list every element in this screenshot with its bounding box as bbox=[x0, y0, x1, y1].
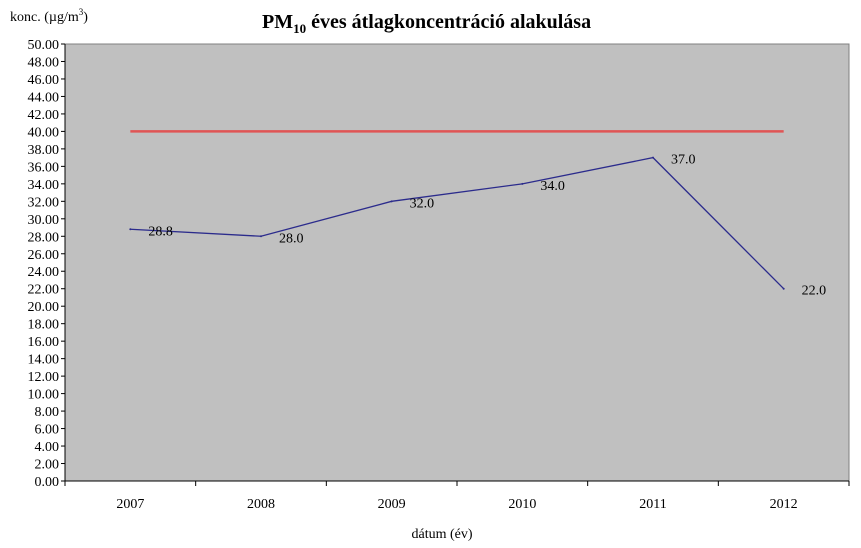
x-tick-label: 2012 bbox=[770, 497, 798, 512]
x-tick-label: 2008 bbox=[247, 497, 275, 512]
data-label: 37.0 bbox=[671, 153, 696, 168]
y-tick-label: 40.00 bbox=[28, 125, 60, 140]
x-axis-label: dátum (év) bbox=[411, 527, 472, 542]
y-tick-label: 4.00 bbox=[35, 440, 60, 455]
y-tick-label: 24.00 bbox=[28, 265, 60, 280]
data-point bbox=[129, 228, 132, 231]
y-tick-label: 26.00 bbox=[28, 248, 60, 263]
x-axis: 2007 2008 2009 2010 2011 2012 bbox=[64, 480, 850, 512]
y-tick-label: 14.00 bbox=[28, 353, 60, 368]
data-point bbox=[782, 287, 785, 290]
y-tick-label: 28.00 bbox=[28, 230, 60, 245]
data-label: 34.0 bbox=[540, 179, 565, 194]
y-tick-label: 50.00 bbox=[28, 38, 60, 53]
x-tick-label: 2009 bbox=[378, 497, 406, 512]
y-tick-label: 22.00 bbox=[28, 283, 60, 298]
data-label: 32.0 bbox=[410, 196, 435, 211]
y-tick-label: 42.00 bbox=[28, 108, 60, 123]
y-tick-label: 36.00 bbox=[28, 160, 60, 175]
data-point bbox=[260, 235, 262, 238]
y-tick-label: 48.00 bbox=[28, 55, 60, 70]
y-tick-label: 44.00 bbox=[28, 90, 60, 105]
y-axis: 0.00 2.00 4.00 6.00 8.00 10.00 12.00 14.00 16.00… bbox=[28, 38, 66, 490]
y-tick-label: 10.00 bbox=[28, 388, 60, 403]
data-label: 22.0 bbox=[802, 284, 827, 299]
data-label: 28.8 bbox=[148, 224, 173, 239]
x-tick-label: 2010 bbox=[508, 497, 536, 512]
y-tick-label: 18.00 bbox=[28, 318, 60, 333]
y-tick-label: 8.00 bbox=[35, 405, 60, 420]
y-tick-label: 12.00 bbox=[28, 370, 60, 385]
x-tick-label: 2007 bbox=[116, 497, 144, 512]
data-point bbox=[390, 200, 393, 203]
x-tick-label: 2011 bbox=[639, 497, 666, 512]
y-tick-label: 20.00 bbox=[28, 300, 60, 315]
plot-area bbox=[64, 43, 850, 482]
concentration-series-line bbox=[130, 156, 785, 290]
y-tick-label: 46.00 bbox=[28, 73, 60, 88]
y-tick-label: 2.00 bbox=[35, 458, 60, 473]
y-tick-label: 16.00 bbox=[28, 335, 60, 350]
y-tick-label: 0.00 bbox=[35, 475, 60, 490]
y-tick-label: 6.00 bbox=[35, 423, 60, 438]
y-tick-label: 38.00 bbox=[28, 143, 60, 158]
data-point bbox=[652, 156, 654, 159]
y-tick-label: 34.00 bbox=[28, 178, 60, 193]
series-layer: 28.8 28.0 32.0 34.0 37.0 22.0 bbox=[129, 130, 827, 299]
chart-title: PM10 éves átlagkoncentráció alakulása bbox=[262, 11, 591, 36]
y-tick-label: 30.00 bbox=[28, 213, 60, 228]
data-label: 28.0 bbox=[279, 231, 304, 246]
data-point bbox=[521, 182, 524, 185]
y-tick-label: 32.00 bbox=[28, 195, 60, 210]
y-axis-label: konc. (µg/m3) bbox=[10, 7, 88, 25]
